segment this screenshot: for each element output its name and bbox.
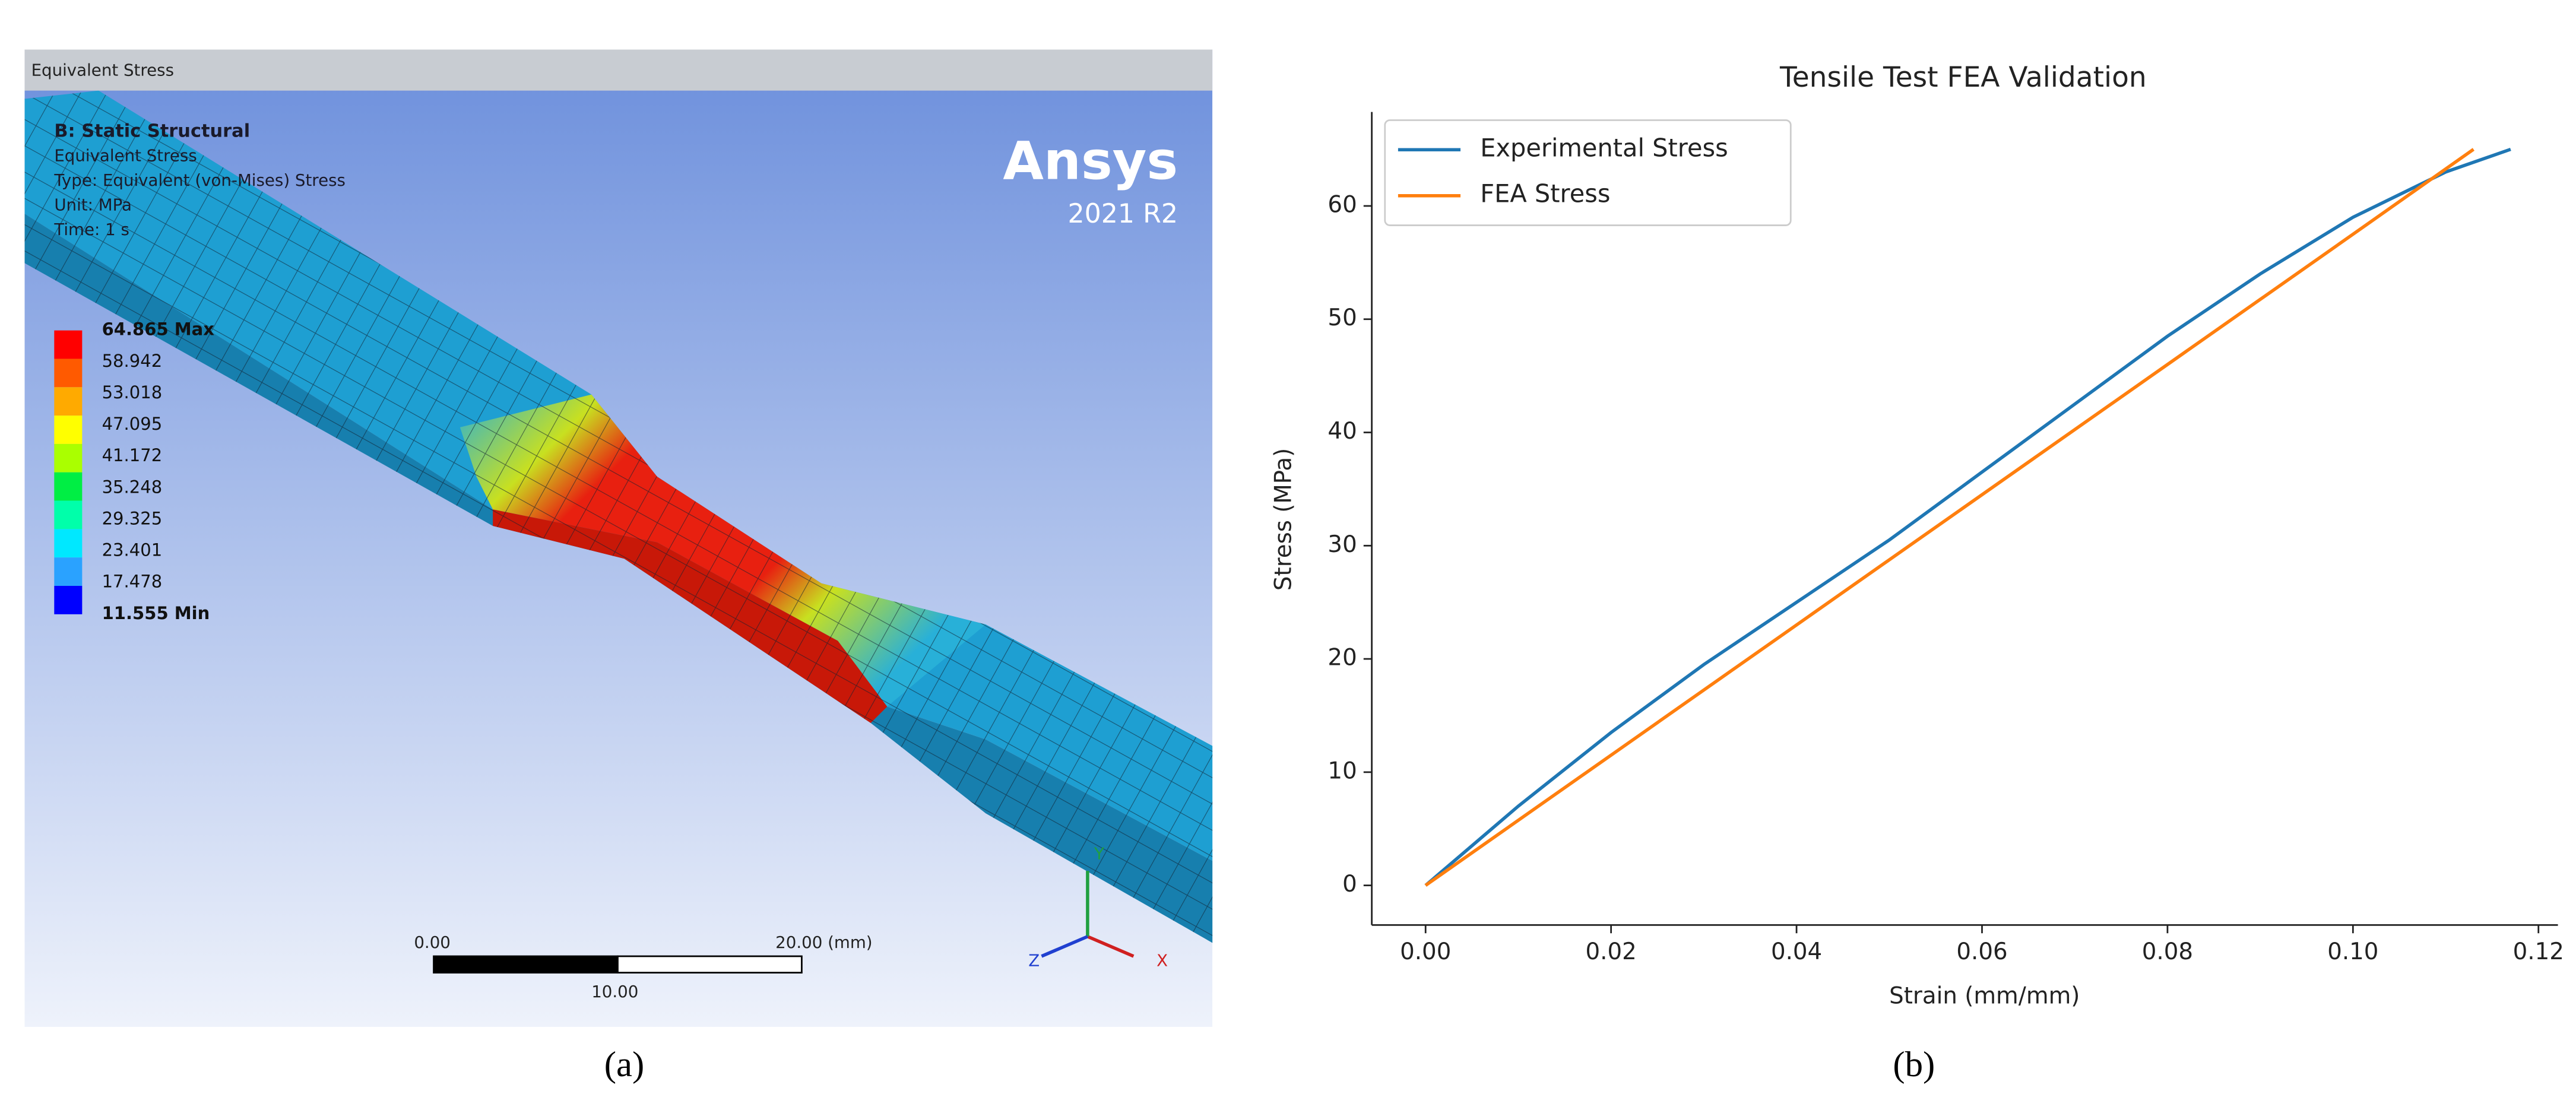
series-line (1424, 148, 2475, 887)
legend-swatch (54, 330, 83, 359)
axis-z-label: Z (1028, 950, 1040, 970)
legend-value: 29.325 (102, 508, 163, 528)
legend-value: 64.865 Max (102, 319, 215, 340)
legend-value: 53.018 (102, 382, 163, 402)
legend-value: 58.942 (102, 351, 163, 371)
info-line: Time: 1 s (53, 220, 129, 239)
axis-x (1086, 935, 1135, 958)
scale-bar-white (617, 955, 803, 974)
mesh (24, 90, 1213, 943)
y-tick-label: 60 (1327, 191, 1357, 218)
caption-a: (a) (604, 1045, 645, 1084)
legend-swatch (54, 586, 83, 614)
legend-swatch (54, 387, 83, 416)
legend-box (1384, 119, 1792, 226)
legend-value: 41.172 (102, 445, 163, 465)
legend-value: 17.478 (102, 572, 163, 592)
y-tick-label: 20 (1327, 645, 1357, 671)
y-tick-label: 0 (1342, 871, 1357, 897)
legend-label: FEA Stress (1480, 179, 1610, 208)
caption-b: (b) (1893, 1045, 1935, 1084)
scale-middle: 10.00 (591, 982, 638, 1001)
y-tick-label: 50 (1327, 305, 1357, 331)
scale-end: 20.00 (mm) (775, 933, 872, 952)
x-axis-label: Strain (mm/mm) (1889, 983, 2080, 1010)
x-tick-label: 0.10 (2327, 938, 2378, 965)
axis-y-label: Y (1094, 843, 1104, 863)
chart: Tensile Test FEA Validation Strain (mm/m… (1270, 61, 2564, 1010)
x-tick-label: 0.02 (1586, 938, 1637, 965)
x-tick-label: 0.04 (1771, 938, 1822, 965)
info-line: Type: Equivalent (von-Mises) Stress (53, 170, 346, 190)
y-tick-label: 30 (1327, 531, 1357, 558)
legend-value: 47.095 (102, 414, 163, 434)
y-tick-label: 40 (1327, 418, 1357, 445)
legend-swatch (54, 529, 83, 558)
legend-swatch (54, 443, 83, 472)
legend-value: 23.401 (102, 540, 163, 560)
legend-swatch (54, 359, 83, 388)
x-tick-label: 0.08 (2142, 938, 2193, 965)
info-line: Equivalent Stress (54, 145, 197, 165)
x-tick-label: 0.12 (2513, 938, 2564, 965)
legend-swatch (54, 557, 83, 586)
y-axis-label: Stress (MPa) (1270, 448, 1297, 591)
color-legend: 64.865 Max 58.942 53.018 47.095 41.172 35.248… (54, 319, 214, 623)
title-bar (24, 49, 1213, 91)
legend-label: Experimental Stress (1480, 133, 1728, 162)
version: 2021 R2 (1067, 199, 1178, 229)
brand: Ansys (1003, 131, 1178, 192)
scale-bar-black (433, 955, 619, 974)
x-tick-label: 0.00 (1400, 938, 1451, 965)
axis-z (1041, 935, 1088, 958)
window-title: Equivalent Stress (31, 60, 174, 80)
chart-title: Tensile Test FEA Validation (1779, 61, 2147, 94)
axis-x-label: X (1156, 950, 1168, 970)
scale-start: 0.00 (414, 933, 451, 952)
info-block: B: Static Structural Equivalent Stress Typ… (53, 120, 346, 239)
y-tick-label: 10 (1327, 757, 1357, 784)
x-tick-label: 0.06 (1956, 938, 2007, 965)
series-line (1424, 147, 2511, 887)
fea-screenshot: Equivalent Stress B: Static Structural Eq… (24, 49, 1213, 1027)
info-line: B: Static Structural (54, 120, 250, 141)
legend-swatch (54, 472, 83, 501)
legend-swatch (54, 416, 83, 444)
legend-value: 35.248 (102, 477, 163, 497)
info-line: Unit: MPa (54, 195, 132, 214)
legend-value: 11.555 Min (102, 603, 210, 623)
legend-swatch (54, 500, 83, 529)
